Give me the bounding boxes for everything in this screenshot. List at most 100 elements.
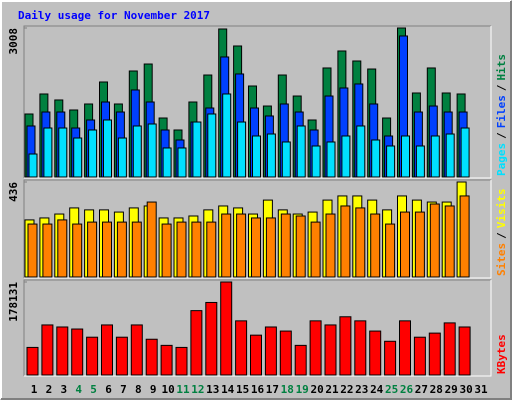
bar <box>325 213 336 278</box>
x-tick-label: 31 <box>474 383 488 396</box>
bar <box>162 147 172 178</box>
bar <box>103 119 112 178</box>
bar <box>279 330 292 376</box>
bar <box>339 316 352 376</box>
bar <box>71 328 84 376</box>
bar <box>131 221 142 278</box>
legend-entry: Pages <box>495 143 508 176</box>
legend-entry: Visits <box>495 189 508 229</box>
bar <box>41 324 54 376</box>
bar <box>176 221 187 278</box>
bar <box>42 223 53 278</box>
x-tick-label: 20 <box>310 383 323 396</box>
legend-separator: / <box>495 232 508 239</box>
x-tick-label: 15 <box>236 383 249 396</box>
x-tick-label: 28 <box>430 383 443 396</box>
legend-entry: Sites <box>495 243 508 276</box>
bar <box>370 213 381 278</box>
bar <box>191 221 202 278</box>
bar <box>265 217 276 278</box>
bar <box>311 145 321 178</box>
bar <box>86 336 99 376</box>
x-tick-label: 2 <box>46 383 53 396</box>
y-tick-label: 436 <box>7 182 20 202</box>
bar <box>294 344 307 376</box>
bar <box>192 121 202 178</box>
bar <box>296 125 306 178</box>
bar <box>116 221 127 278</box>
legend: Pages / Files / Hits <box>495 54 508 176</box>
bar <box>384 340 397 376</box>
bar <box>250 334 262 376</box>
bar <box>130 324 143 376</box>
bar <box>326 141 336 178</box>
bar <box>207 113 217 178</box>
bar <box>161 223 172 278</box>
x-tick-label: 8 <box>135 383 142 396</box>
bar <box>235 320 248 376</box>
bar <box>371 139 381 178</box>
plot-border <box>24 280 492 377</box>
legend: Sites / Visits <box>495 189 508 277</box>
bar <box>251 217 261 278</box>
chart-title: Daily usage for November 2017 <box>18 9 210 22</box>
bar <box>206 221 217 278</box>
bar <box>117 137 127 178</box>
bar <box>295 215 306 278</box>
bar <box>443 322 456 376</box>
plot-border <box>23 279 491 376</box>
bar <box>252 135 261 178</box>
bar <box>414 211 425 278</box>
bar <box>87 221 98 278</box>
bar <box>324 324 337 376</box>
bar <box>445 133 455 178</box>
bar <box>428 332 441 376</box>
y-tick-label: 178131 <box>7 282 20 322</box>
legend-separator: / <box>495 132 508 139</box>
bar <box>237 121 247 178</box>
x-tick-label: 3 <box>60 383 67 396</box>
bar <box>369 330 382 376</box>
x-tick-label: 27 <box>415 383 428 396</box>
x-tick-label: 30 <box>459 383 472 396</box>
bar <box>88 129 98 178</box>
bar <box>147 123 157 178</box>
bar <box>205 301 218 376</box>
bar <box>401 135 410 178</box>
x-tick-label: 11 <box>176 383 190 396</box>
x-tick-label: 7 <box>120 383 127 396</box>
bar <box>444 205 455 278</box>
bar <box>26 346 39 376</box>
bar <box>145 338 158 376</box>
x-tick-label: 18 <box>281 383 294 396</box>
bar <box>429 203 440 278</box>
x-tick-label: 21 <box>325 383 339 396</box>
bar <box>146 201 157 278</box>
bar <box>459 195 470 278</box>
legend: KBytes <box>495 334 508 374</box>
x-tick-label: 22 <box>340 383 353 396</box>
bar <box>101 324 113 376</box>
bar <box>399 320 411 376</box>
bar <box>355 207 366 278</box>
x-tick-label: 6 <box>105 383 112 396</box>
x-tick-label: 14 <box>221 383 235 396</box>
bar <box>310 221 321 278</box>
bar <box>281 141 291 178</box>
x-tick-label: 24 <box>370 383 384 396</box>
x-tick-label: 29 <box>445 383 458 396</box>
bar <box>460 127 470 178</box>
x-tick-label: 17 <box>266 383 279 396</box>
bar <box>341 135 351 178</box>
bar <box>386 145 396 178</box>
bar <box>177 147 187 178</box>
x-tick-label: 16 <box>251 383 265 396</box>
legend-entry: Hits <box>495 54 508 81</box>
bar <box>57 219 68 278</box>
legend-separator: / <box>495 84 508 91</box>
bar <box>385 223 396 278</box>
bar <box>72 223 83 278</box>
